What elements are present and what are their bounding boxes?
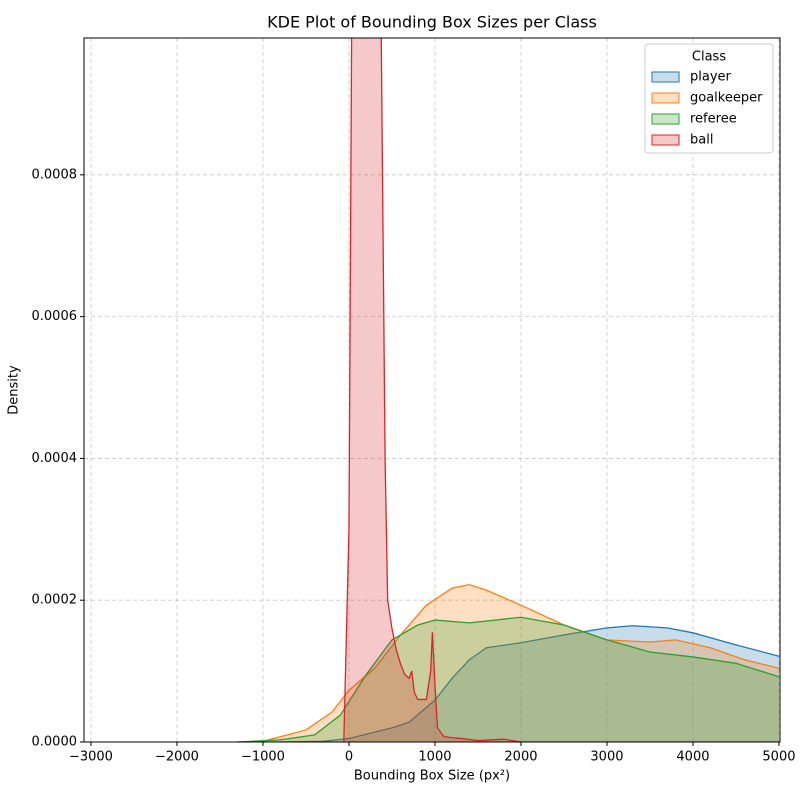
x-tick-label: 5000 — [762, 750, 795, 765]
y-tick-label: 0.0004 — [32, 451, 78, 466]
legend-swatch — [651, 71, 680, 83]
y-tick-label: 0.0006 — [32, 309, 78, 324]
x-tick-label: 2000 — [504, 750, 537, 765]
area-line — [237, 583, 780, 742]
area-line — [280, 625, 780, 742]
x-axis-label: Bounding Box Size (px²) — [354, 769, 510, 784]
y-tick-label: 0.0000 — [32, 735, 78, 750]
area-fill — [237, 617, 779, 742]
legend-label: player — [690, 70, 732, 85]
legend-swatch — [651, 134, 680, 146]
area-line — [343, 38, 779, 742]
legend-label: ball — [690, 133, 713, 148]
legend-swatch — [651, 113, 680, 125]
y-axis-label: Density — [7, 365, 22, 415]
legend-label: referee — [690, 112, 737, 127]
plot-area — [84, 38, 780, 742]
chart-title: KDE Plot of Bounding Box Sizes per Class — [267, 13, 597, 32]
x-tick-label: 1000 — [418, 750, 451, 765]
x-tick-label: −2000 — [155, 750, 199, 765]
area-fill — [237, 584, 779, 742]
legend-title: Class — [692, 50, 726, 65]
legend-box — [644, 43, 774, 154]
area-fill — [343, 38, 779, 742]
axes-frame — [83, 37, 781, 743]
x-tick-label: −1000 — [241, 750, 285, 765]
x-tick-label: 4000 — [676, 750, 709, 765]
x-tick-label: −3000 — [69, 750, 113, 765]
x-tick-label: 0 — [345, 750, 353, 765]
legend-label: goalkeeper — [690, 91, 763, 106]
area-line — [237, 616, 780, 742]
y-tick-label: 0.0008 — [32, 167, 78, 182]
legend-swatch — [651, 92, 680, 104]
area-fill — [280, 625, 779, 742]
x-tick-label: 3000 — [590, 750, 623, 765]
y-tick-label: 0.0002 — [32, 593, 78, 608]
